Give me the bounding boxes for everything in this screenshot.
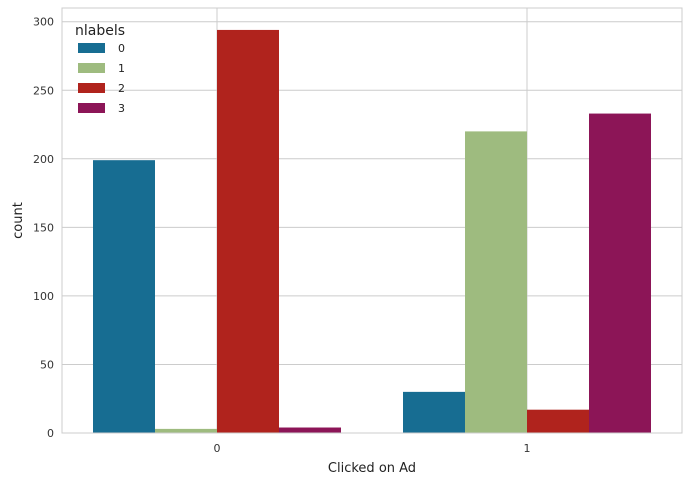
bar-series-2-category-1 (527, 409, 589, 433)
legend-label-1: 1 (118, 62, 125, 75)
legend-swatch-2 (78, 83, 105, 93)
bar-series-0-category-0 (93, 160, 155, 433)
legend-swatch-0 (78, 43, 105, 53)
bar-series-3-category-1 (589, 113, 651, 433)
bar-series-1-category-0 (155, 428, 217, 433)
plot-area (62, 8, 682, 433)
y-tick-label: 250 (33, 84, 54, 97)
bar-series-3-category-0 (279, 427, 341, 433)
legend-label-0: 0 (118, 42, 125, 55)
bar-series-0-category-1 (403, 391, 465, 433)
x-tick-label: 1 (524, 442, 531, 455)
y-tick-label: 300 (33, 16, 54, 29)
y-tick-label: 100 (33, 290, 54, 303)
plot-frame (61, 7, 683, 434)
legend: nlabels 0 1 2 3 (75, 23, 125, 115)
grid-layer (62, 8, 682, 434)
y-axis-label: count (11, 202, 26, 239)
x-tick-label: 0 (214, 442, 221, 455)
legend-swatch-3 (78, 103, 105, 113)
legend-title: nlabels (75, 23, 125, 39)
ticks-layer: 0 50 100 150 200 250 300 0 1 (33, 16, 531, 455)
bar-series-2-category-0 (217, 29, 279, 433)
bar-series-1-category-1 (465, 131, 527, 434)
legend-label-2: 2 (118, 82, 125, 95)
y-tick-label: 200 (33, 153, 54, 166)
y-tick-label: 50 (40, 358, 54, 371)
legend-items: 0 1 2 3 (78, 42, 125, 115)
bars-layer (93, 29, 651, 434)
legend-swatch-1 (78, 63, 105, 73)
legend-label-3: 3 (118, 102, 125, 115)
y-tick-label: 150 (33, 221, 54, 234)
x-axis-label: Clicked on Ad (328, 461, 416, 476)
y-tick-label: 0 (47, 427, 54, 440)
